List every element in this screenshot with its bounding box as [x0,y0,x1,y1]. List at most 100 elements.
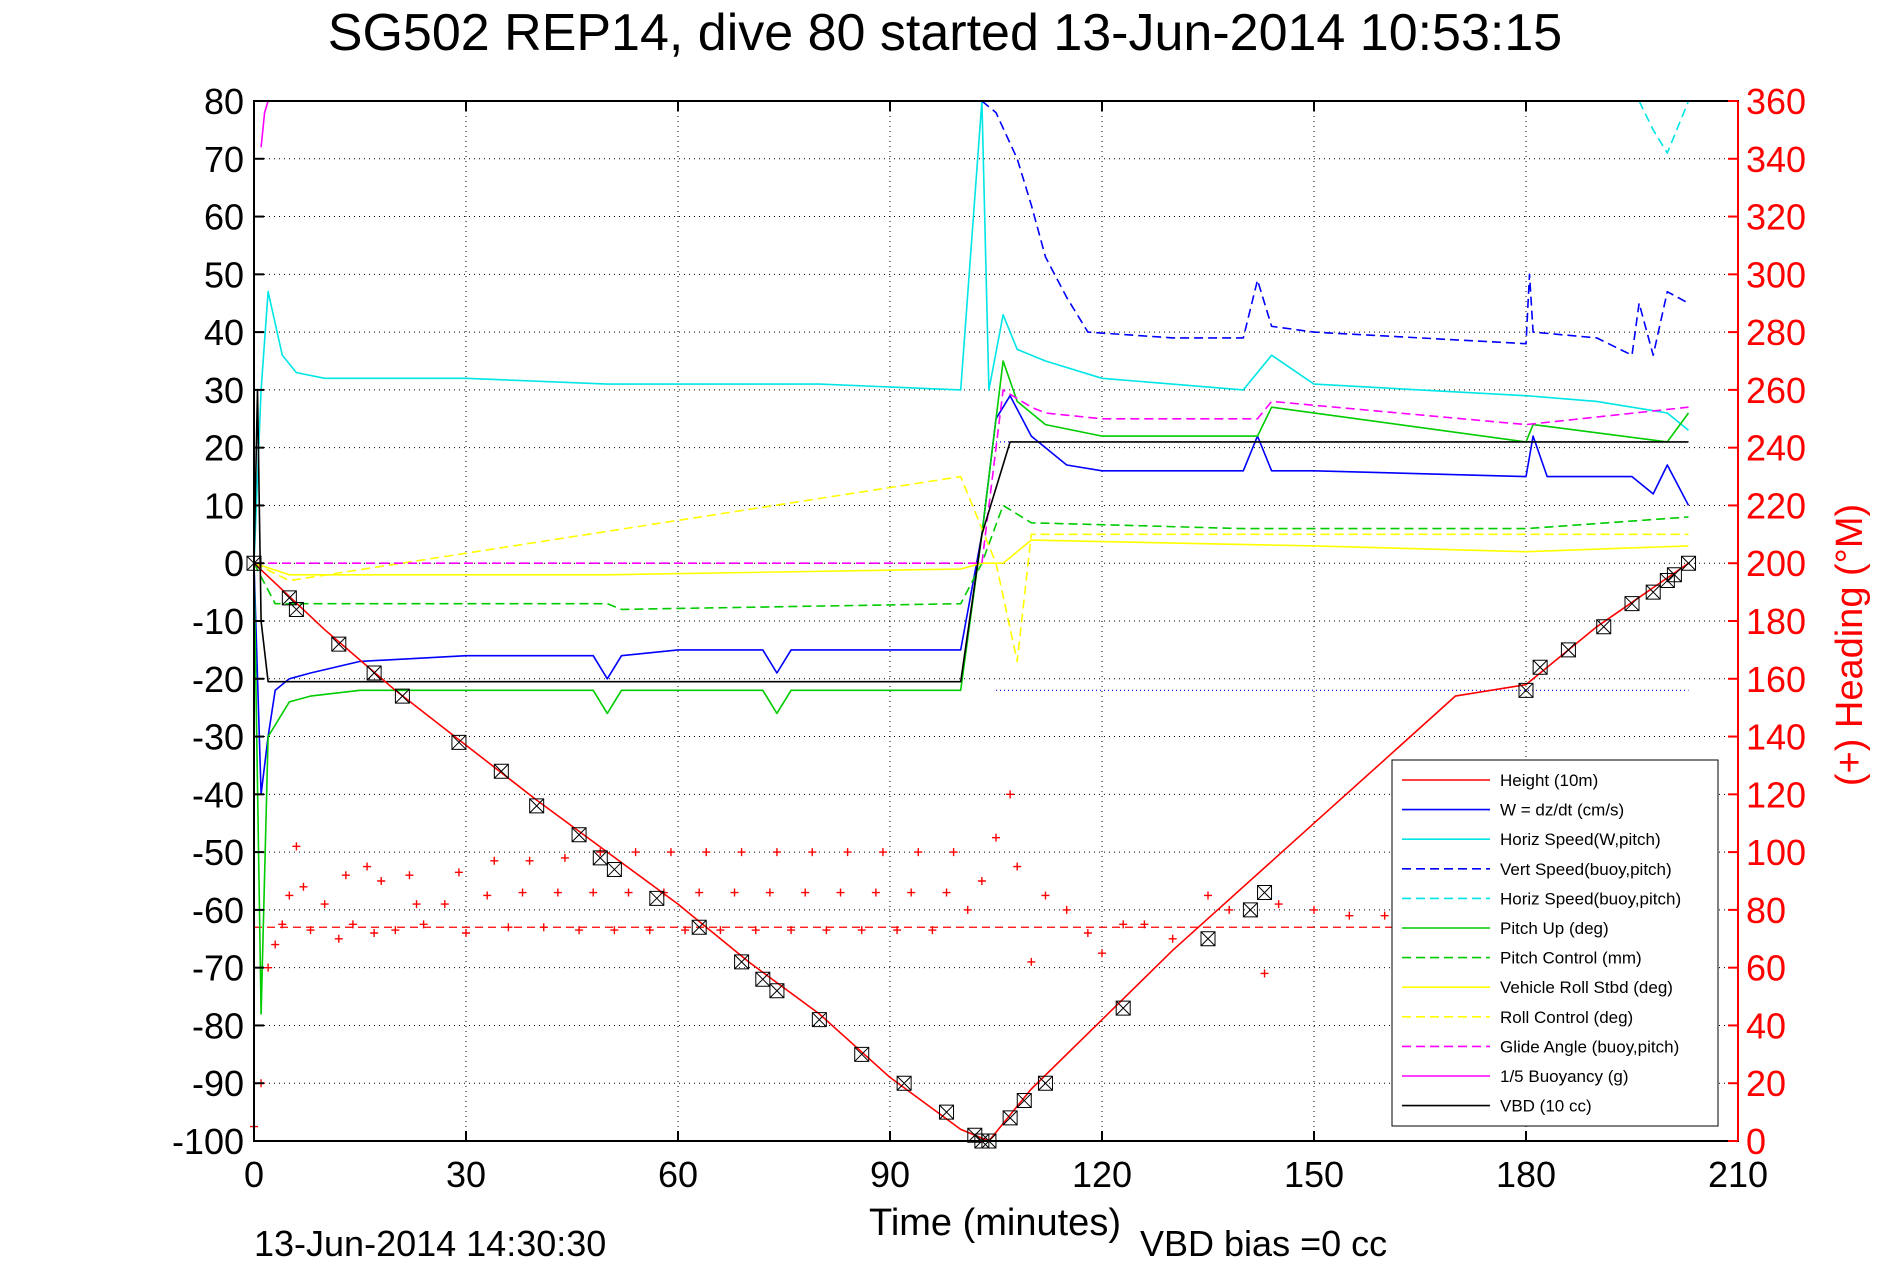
heading-point [878,848,887,857]
heading-point [1041,891,1050,900]
heading-point [363,862,372,871]
heading-point [928,926,937,935]
heading-point [914,848,923,857]
heading-point [702,848,711,857]
heading-point [589,888,598,897]
x-tick-label: 180 [1496,1154,1556,1195]
heading-point [560,853,569,862]
legend-label: Pitch Control (mm) [1500,949,1642,968]
height-marker [1532,659,1548,675]
heading-point [462,929,470,937]
heading-point [1027,957,1036,966]
heading-point [1119,920,1128,929]
right-tick-label: 220 [1746,485,1806,526]
heading-point [808,848,817,857]
heading-point [963,905,972,914]
legend: Height (10m) W = dz/dt (cm/s) Horiz Speed(… [1391,759,1719,1127]
heading-markers [250,790,1389,1131]
legend-label: Horiz Speed(W,pitch) [1500,830,1661,849]
legend-label: VBD (10 cc) [1500,1097,1592,1116]
right-axis-ticks: 3603403203002802602402202001801601401201… [1728,81,1806,1162]
legend-label: 1/5 Buoyancy (g) [1500,1067,1629,1086]
left-tick-label: -60 [192,890,244,931]
height-marker [691,919,707,935]
heading-point [553,888,562,897]
series-line-7 [253,539,1689,576]
series-line-2 [253,100,1690,564]
height-marker [571,827,587,843]
heading-point [1310,905,1318,914]
heading-point [1380,911,1389,920]
right-tick-label: 0 [1746,1121,1766,1162]
left-tick-label: 0 [224,543,244,584]
left-axis-ticks: 80 70 60 50 40 30 20 10 0 -10 -20 -30 -40 -50 -60 -70 -8… [172,81,264,1162]
legend-label: Horiz Speed(buoy,pitch) [1500,889,1681,908]
heading-point [1140,920,1149,929]
grid-lines [254,101,1738,1141]
right-tick-label: 240 [1746,428,1806,469]
heading-point [1260,969,1269,978]
heading-point [575,926,584,935]
height-marker [811,1012,827,1028]
heading-point [1168,934,1177,943]
left-tick-label: -20 [192,659,244,700]
heading-point [412,900,421,909]
x-tick-label: 30 [446,1154,486,1195]
heading-point [278,920,287,929]
height-marker [451,734,467,750]
heading-point [490,856,499,865]
heading-point [377,877,386,885]
heading-point [391,926,400,935]
right-tick-label: 360 [1746,81,1806,122]
chart-title: SG502 REP14, dive 80 started 13-Jun-2014… [328,4,1562,62]
right-tick-label: 100 [1746,832,1806,873]
heading-point [787,926,796,935]
height-marker [1242,902,1258,918]
height-marker [1681,555,1697,571]
heading-point [1006,790,1015,799]
height-marker [939,1104,955,1120]
height-marker [734,954,750,970]
series-line-11 [253,389,1689,683]
heading-point [765,888,774,897]
legend-label: Glide Angle (buoy,pitch) [1500,1037,1679,1056]
height-marker [1645,584,1661,600]
heading-point [341,871,350,880]
right-tick-label: 200 [1746,543,1806,584]
height-marker [1200,931,1216,947]
left-tick-label: -30 [192,717,244,758]
heading-point [271,940,280,949]
left-tick-label: -80 [192,1005,244,1046]
height-markers [246,555,1697,1149]
height-marker [493,763,509,779]
heading-point [504,923,513,932]
left-tick-label: -100 [172,1121,244,1162]
heading-point [419,920,428,929]
legend-entries: Height (10m) W = dz/dt (cm/s) Horiz Speed(… [1402,771,1681,1116]
heading-point [334,934,343,943]
heading-point [907,888,916,897]
height-marker [1624,596,1640,612]
left-tick-label: 40 [204,312,244,353]
right-tick-label: 260 [1746,370,1806,411]
x-tick-label: 90 [870,1154,910,1195]
heading-point [518,888,527,897]
heading-point [730,888,739,897]
heading-point [539,923,548,932]
heading-point [440,900,449,909]
height-marker [769,983,785,999]
heading-point [405,871,414,880]
left-tick-label: 10 [204,485,244,526]
heading-point [1204,891,1212,900]
series-line-6 [253,504,1689,611]
heading-point [772,848,781,857]
height-marker [1666,567,1682,583]
heading-point [370,929,379,937]
x-tick-label: 0 [244,1154,264,1195]
height-marker [606,861,622,877]
right-tick-label: 160 [1746,659,1806,700]
left-tick-label: -90 [192,1063,244,1104]
left-tick-label: 70 [204,139,244,180]
right-tick-label: 300 [1746,254,1806,295]
heading-point [596,848,605,857]
